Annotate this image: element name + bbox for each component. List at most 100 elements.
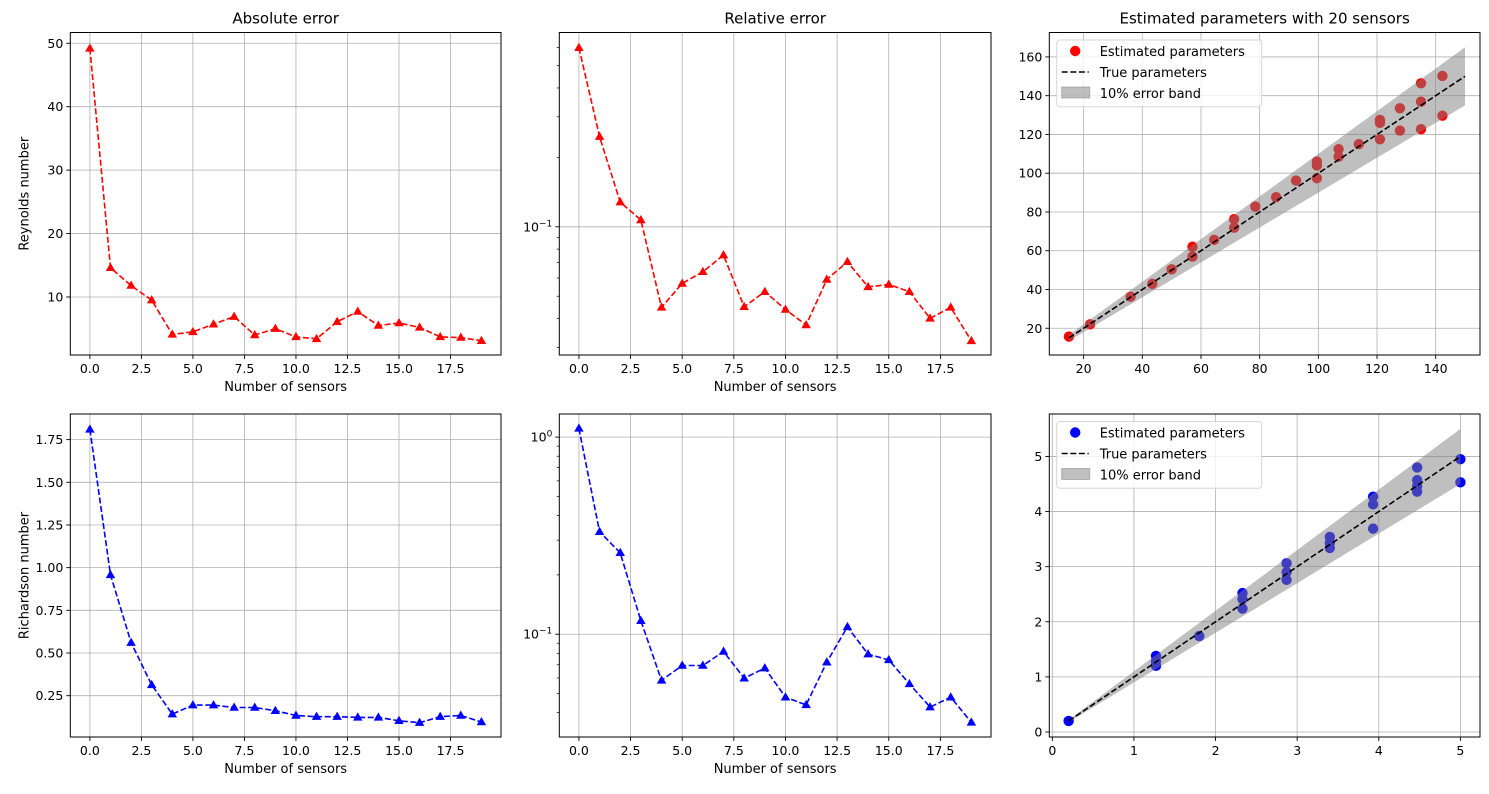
band-legend-icon [1061, 468, 1091, 480]
triangle-marker-icon [718, 646, 729, 655]
legend-label: Estimated parameters [1100, 427, 1245, 442]
triangle-marker-icon [594, 131, 605, 140]
y-tick-label: 0.25 [35, 688, 63, 703]
y-tick-label: 160 [1018, 49, 1042, 64]
x-axis: 0.0 2.5 5.0 7.5 10.0 12.5 15.0 17.5 [80, 355, 464, 376]
x-tick-label: 7.5 [234, 743, 254, 758]
y-tick-label: 1.50 [35, 475, 63, 490]
x-tick-label: 2.5 [621, 361, 641, 376]
triangle-marker-icon [332, 711, 342, 720]
x-tick-label: 12.5 [823, 361, 851, 376]
triangle-marker-icon [904, 678, 915, 688]
y-tick-label: 0 [1034, 724, 1042, 739]
x-tick-label: 15.0 [875, 743, 903, 758]
y-tick-label: 100 [1018, 166, 1042, 181]
triangle-marker-icon [126, 637, 136, 646]
x-tick-label: 60 [1193, 361, 1209, 376]
panel-estimated-richardson: Estimated parameters True parameters 10% e… [1034, 413, 1481, 758]
triangle-marker-icon [105, 569, 116, 579]
triangle-marker-icon [801, 320, 811, 329]
triangle-marker-icon [945, 692, 956, 701]
x-tick-label: 7.5 [724, 361, 744, 376]
triangle-marker-icon [698, 266, 708, 276]
x-tick-label: 17.5 [926, 743, 954, 758]
x-tick-label: 15.0 [385, 361, 413, 376]
x-axis: 0.0 2.5 5.0 7.5 10.0 12.5 15.0 17.5 [569, 355, 954, 376]
triangle-marker-icon [249, 702, 260, 711]
x-tick-label: 10.0 [282, 743, 310, 758]
plot-area [1063, 428, 1466, 727]
panel-absolute-error-richardson: 0.0 2.5 5.0 7.5 10.0 12.5 15.0 17.5 0.25 0.50 0.75… [17, 413, 502, 777]
triangle-marker-icon [884, 654, 894, 664]
x-axis-label: Number of sensors [224, 762, 347, 777]
grid-lines [70, 414, 501, 737]
triangle-marker-icon [925, 313, 935, 322]
plot-area [85, 43, 487, 344]
x-axis: 0.0 2.5 5.0 7.5 10.0 12.5 15.0 17.5 [569, 737, 954, 758]
legend-label: True parameters [1099, 66, 1207, 81]
triangle-marker-icon [863, 649, 873, 658]
panel-relative-error-richardson: 0.0 2.5 5.0 7.5 10.0 12.5 15.0 17.5 10−1 100 Numbe… [523, 413, 992, 777]
y-tick-label: 30 [47, 163, 63, 178]
y-axis: 0.25 0.50 0.75 1.00 1.25 1.50 1.75 [35, 432, 71, 703]
triangle-marker-icon [925, 702, 935, 711]
triangle-marker-icon [677, 278, 687, 287]
error-band [1068, 428, 1461, 723]
plot-area [574, 423, 977, 726]
grid-lines [559, 32, 991, 355]
triangle-marker-icon [615, 547, 625, 557]
triangle-marker-icon [945, 302, 956, 311]
legend-label: 10% error band [1100, 87, 1201, 102]
x-tick-label: 10.0 [772, 743, 800, 758]
x-tick-label: 0.0 [80, 361, 100, 376]
triangle-marker-icon [229, 311, 239, 320]
triangle-marker-icon [270, 705, 281, 714]
x-tick-label: 1 [1130, 743, 1138, 758]
plot-area [1063, 47, 1466, 342]
legend-label: 10% error band [1100, 469, 1201, 484]
chart-title: Relative error [724, 10, 826, 28]
triangle-marker-icon [414, 717, 425, 726]
x-tick-label: 12.5 [823, 743, 851, 758]
y-tick-label: 1.25 [35, 517, 63, 532]
legend-label: Estimated parameters [1100, 45, 1245, 60]
y-tick-label: 1 [1034, 669, 1042, 684]
triangle-marker-icon [394, 317, 404, 327]
axes-frame [558, 413, 992, 738]
grid-lines [70, 32, 501, 355]
y-tick-label: 50 [47, 36, 63, 51]
y-axis-label: Richardson number [17, 511, 32, 639]
legend: Estimated parameters True parameters 10% e… [1056, 39, 1263, 108]
legend-label: True parameters [1099, 448, 1207, 463]
triangle-marker-icon [636, 215, 646, 224]
triangle-marker-icon [698, 660, 708, 669]
triangle-marker-icon [456, 332, 466, 341]
x-tick-label: 2 [1212, 743, 1220, 758]
chart-title: Estimated parameters with 20 sensors [1120, 10, 1410, 28]
x-tick-label: 4 [1375, 743, 1383, 758]
triangle-marker-icon [966, 335, 977, 345]
triangle-marker-icon [146, 679, 157, 689]
x-axis: 0 1 2 3 4 5 [1048, 737, 1464, 758]
triangle-marker-icon [208, 700, 219, 709]
series-line [578, 428, 973, 723]
x-tick-label: 17.5 [437, 743, 465, 758]
true-parameters-line [1068, 455, 1461, 722]
y-tick-label: 4 [1034, 504, 1042, 519]
triangle-marker-icon [373, 712, 384, 721]
error-band [1068, 47, 1466, 341]
triangle-marker-icon [229, 702, 239, 711]
x-axis: 20 40 60 80 100 120 140 [1076, 355, 1448, 376]
triangle-marker-icon [353, 712, 363, 721]
y-tick-label: 10−1 [523, 627, 552, 642]
triangle-marker-icon [574, 42, 584, 51]
triangle-marker-icon [208, 319, 219, 328]
x-axis-label: Number of sensors [714, 380, 837, 395]
x-tick-label: 0.0 [569, 361, 589, 376]
axes-frame [69, 413, 502, 738]
scatter-legend-icon [1070, 427, 1081, 438]
triangle-marker-icon [291, 331, 301, 341]
x-tick-label: 140 [1424, 361, 1448, 376]
y-tick-label: 10 [47, 289, 63, 304]
